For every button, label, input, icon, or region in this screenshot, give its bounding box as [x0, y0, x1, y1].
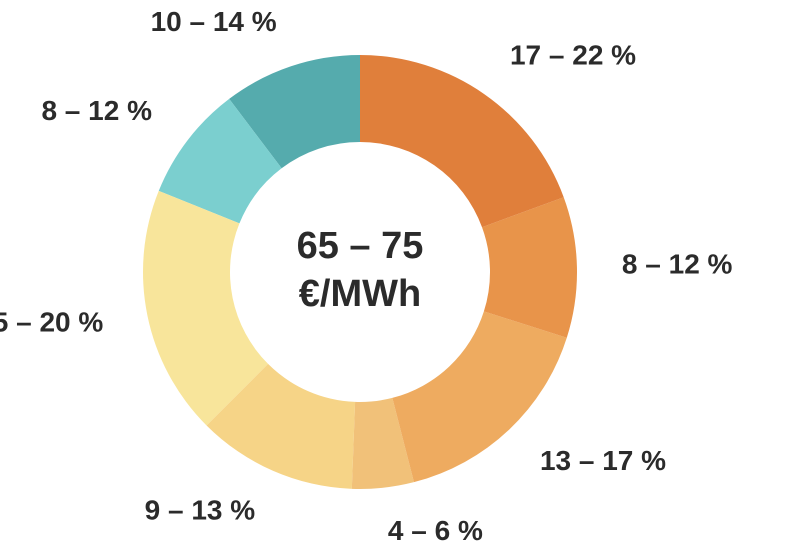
slice-label: 13 – 17 % — [540, 445, 666, 476]
donut-slice — [229, 55, 360, 169]
center-unit: €/MWh — [299, 273, 421, 315]
slice-label: 9 – 13 % — [145, 495, 256, 526]
center-value: 65 – 75 — [297, 225, 424, 267]
slice-label: 15 – 20 % — [0, 307, 103, 338]
slice-label: 8 – 12 % — [622, 249, 733, 280]
donut-slice — [351, 397, 414, 489]
slice-label: 17 – 22 % — [510, 40, 636, 71]
slice-label: 8 – 12 % — [41, 95, 152, 126]
slice-label: 10 – 14 % — [151, 6, 277, 37]
slice-label: 4 – 6 % — [388, 515, 483, 546]
donut-slice — [158, 98, 282, 224]
donut-slice — [392, 311, 567, 483]
donut-slice — [143, 190, 269, 426]
donut-slice — [482, 197, 577, 338]
donut-slice — [206, 363, 356, 489]
donut-slice — [360, 55, 564, 228]
